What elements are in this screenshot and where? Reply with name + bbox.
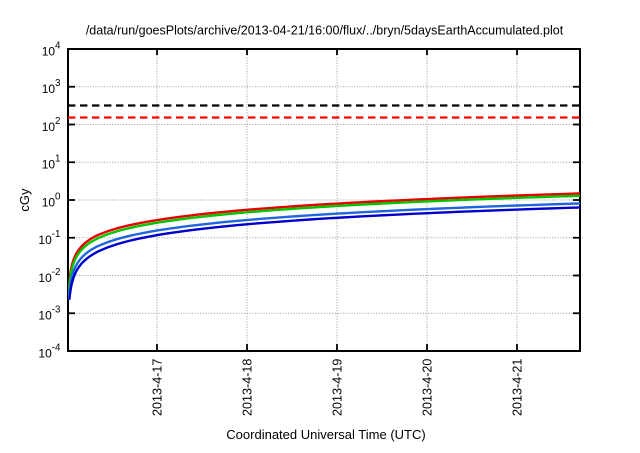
svg-text:2013-4-18: 2013-4-18 [241, 359, 255, 416]
svg-text:2013-4-20: 2013-4-20 [421, 359, 435, 416]
svg-text:cGy: cGy [17, 188, 32, 212]
svg-text:2013-4-21: 2013-4-21 [511, 359, 525, 416]
svg-text:Coordinated Universal Time (UT: Coordinated Universal Time (UTC) [226, 427, 425, 442]
svg-text:/data/run/goesPlots/archive/20: /data/run/goesPlots/archive/2013-04-21/1… [86, 24, 564, 38]
svg-text:2013-4-17: 2013-4-17 [151, 359, 165, 416]
svg-text:2013-4-19: 2013-4-19 [331, 359, 345, 416]
